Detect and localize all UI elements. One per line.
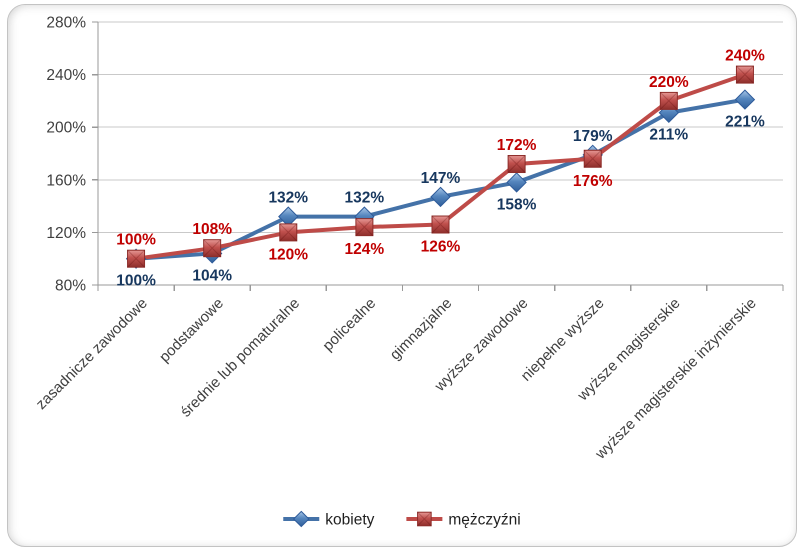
x-category-label: gimnazjalne bbox=[387, 295, 456, 364]
data-label-kobiety: 211% bbox=[649, 127, 688, 144]
y-tick-label: 200% bbox=[46, 120, 86, 137]
marker-diamond-icon bbox=[278, 206, 299, 227]
marker-square-icon bbox=[279, 223, 298, 242]
marker-square-bevel bbox=[431, 215, 450, 234]
legend-item-kobiety: kobiety bbox=[283, 510, 375, 529]
data-label-kobiety: 132% bbox=[345, 190, 385, 207]
legend-label: kobiety bbox=[325, 512, 374, 529]
x-category-label: wyższe magisterskie inżynierskie bbox=[591, 295, 759, 463]
marker-square-bevel bbox=[417, 511, 432, 527]
y-tick-label: 160% bbox=[46, 172, 86, 189]
marker-square-icon bbox=[583, 149, 602, 168]
legend: kobiety mężczyźni bbox=[283, 510, 521, 529]
data-label-kobiety: 132% bbox=[268, 190, 308, 207]
y-tick-label: 80% bbox=[55, 278, 86, 295]
data-label-mężczyźni: 172% bbox=[497, 137, 537, 154]
marker-diamond-icon bbox=[734, 89, 756, 110]
data-label-kobiety: 221% bbox=[725, 114, 765, 131]
data-label-kobiety: 100% bbox=[116, 273, 156, 290]
data-label-mężczyźni: 100% bbox=[116, 232, 156, 249]
marker-square-bevel bbox=[203, 239, 222, 258]
marker-square-bevel bbox=[507, 155, 526, 173]
data-label-mężczyźni: 120% bbox=[268, 246, 308, 263]
marker-square-icon bbox=[431, 215, 450, 234]
marker-square-icon bbox=[417, 511, 432, 527]
data-label-mężczyźni: 108% bbox=[192, 221, 232, 238]
y-tick-label: 240% bbox=[46, 67, 86, 84]
data-label-mężczyźni: 126% bbox=[421, 239, 461, 256]
marker-square-bevel bbox=[127, 249, 145, 268]
data-label-kobiety: 158% bbox=[497, 196, 537, 213]
marker-square-bevel bbox=[736, 65, 754, 84]
data-label-mężczyźni: 220% bbox=[649, 74, 689, 91]
marker-square-bevel bbox=[583, 149, 602, 168]
legend-item-mężczyźni: mężczyźni bbox=[406, 511, 521, 529]
marker-square-bevel bbox=[279, 223, 298, 242]
y-tick-label: 280% bbox=[46, 15, 86, 32]
marker-square-icon bbox=[203, 239, 222, 258]
x-category-label: zasadnicze zawodowe bbox=[33, 295, 151, 413]
y-tick-label: 120% bbox=[46, 225, 86, 242]
legend-label: mężczyźni bbox=[448, 512, 520, 529]
marker-square-bevel bbox=[659, 92, 678, 110]
marker-square-icon bbox=[659, 91, 678, 110]
marker-square-icon bbox=[507, 155, 526, 174]
marker-diamond-icon bbox=[430, 186, 451, 208]
data-label-kobiety: 104% bbox=[192, 267, 232, 284]
marker-square-bevel bbox=[355, 218, 374, 236]
x-category-label: policealne bbox=[319, 295, 379, 355]
data-label-mężczyźni: 240% bbox=[725, 48, 765, 65]
marker-square-icon bbox=[355, 218, 374, 237]
data-label-kobiety: 147% bbox=[421, 170, 461, 187]
data-label-mężczyźni: 176% bbox=[573, 173, 613, 190]
marker-diamond-icon bbox=[506, 172, 527, 193]
x-category-label: podstawowe bbox=[156, 295, 227, 366]
marker-square-icon bbox=[127, 249, 146, 268]
marker-square-icon bbox=[735, 65, 754, 84]
marker-diamond-icon bbox=[292, 510, 310, 528]
data-label-kobiety: 179% bbox=[573, 128, 613, 145]
data-label-mężczyźni: 124% bbox=[345, 241, 385, 258]
